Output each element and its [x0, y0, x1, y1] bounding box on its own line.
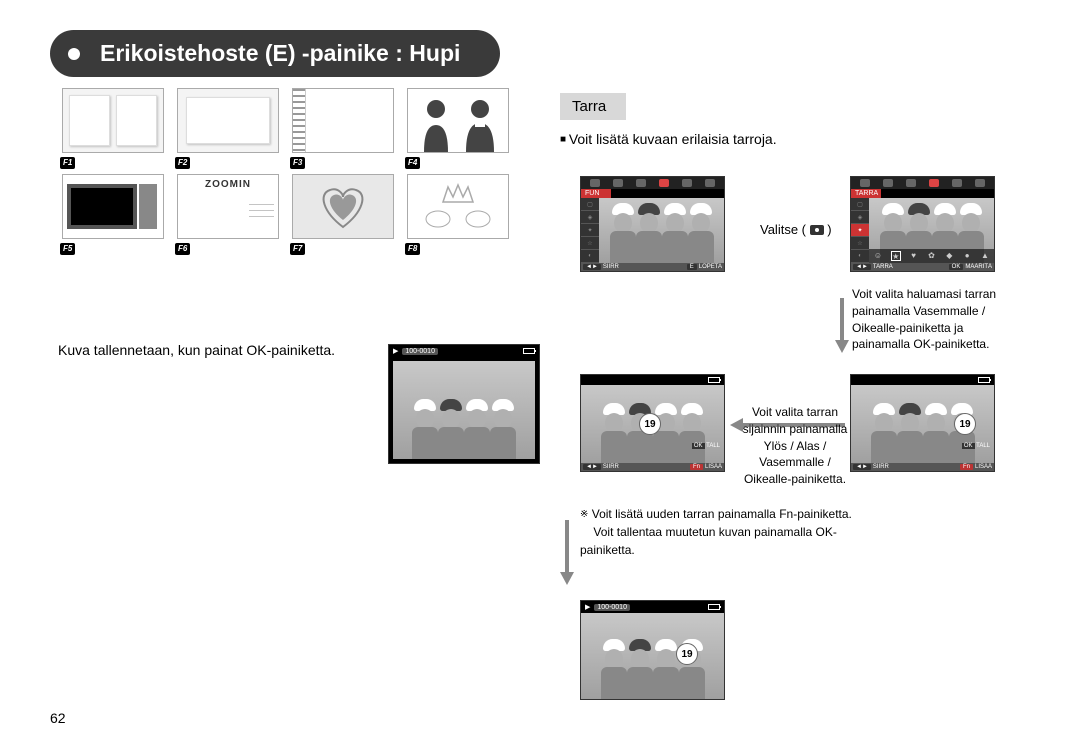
photo-thumbnail [393, 361, 535, 459]
section-header: Tarra [560, 93, 626, 120]
lopeta-label: LOPETA [699, 264, 722, 270]
frame-2-preview [177, 88, 279, 153]
save-description: Kuva tallennetaan, kun painat OK-painike… [58, 342, 335, 358]
battery-icon [708, 377, 720, 383]
instruction-2: Voit valita tarran sijainnin painamalla … [740, 404, 850, 488]
e-button: E [687, 264, 697, 270]
lisaa-label: LISÄÄ [705, 464, 722, 470]
instruction-3: ※ Voit lisätä uuden tarran painamalla Fn… [580, 505, 880, 559]
lisaa-label: LISÄÄ [975, 464, 992, 470]
frame-label: F2 [175, 157, 190, 169]
valitse-text: Valitse ( ) [760, 222, 832, 237]
siirr-label: SIIRR [603, 264, 619, 270]
nav-indicator: ◄► [853, 464, 871, 470]
arrow-down-icon [560, 520, 574, 585]
saved-preview: ▶ 100-0010 [388, 344, 540, 464]
instruction-1: Voit valita haluamasi tarran painamalla … [852, 286, 1022, 353]
page-title: Erikoistehoste (E) -painike : Hupi [50, 30, 500, 77]
play-icon: ▶ [393, 347, 398, 355]
frame-label: F4 [405, 157, 420, 169]
frame-7: F7 [288, 174, 398, 255]
frame-6: ZOOMIN ——————————————— F6 [173, 174, 283, 255]
fn-button: Fn [690, 464, 703, 470]
frame-1-preview [62, 88, 164, 153]
frame-3: F3 [288, 88, 398, 169]
frame-6-preview: ZOOMIN ——————————————— [177, 174, 279, 239]
battery-icon [708, 604, 720, 610]
siirr-label: SIIRR [873, 464, 889, 470]
tarra-tab: TARRA [851, 189, 881, 198]
frames-grid: F1 F2 F3 F4 F5 ZOOMIN ——————————————— F6 [58, 88, 513, 255]
frame-7-preview [292, 174, 394, 239]
frame-8-preview [407, 174, 509, 239]
frame-5-preview [62, 174, 164, 239]
camera-screen-final: ▶ 100-0010 19 [580, 600, 725, 700]
nav-indicator: ◄► [583, 264, 601, 270]
maarita-label: MÄÄRITÄ [965, 264, 992, 270]
battery-icon [523, 348, 535, 354]
file-counter: 100-0010 [594, 604, 630, 611]
battery-icon [978, 377, 990, 383]
frame-label: F1 [60, 157, 75, 169]
frame-4-preview [407, 88, 509, 153]
camera-screen-fun: FUN ▢◈✦☆◐ ◄► SIIRR E LOPETA [580, 176, 725, 272]
tarra-label: TARRA [873, 264, 893, 270]
fn-button: Fn [960, 464, 973, 470]
sticker-strip: ☺★♥✿◆●▲ [869, 249, 994, 263]
nav-indicator: ◄► [853, 264, 871, 270]
zoomin-logo: ZOOMIN [182, 179, 274, 190]
camera-screen-position: 19 OK TALL ◄► SIIRR Fn LISÄÄ [850, 374, 995, 472]
siirr-label: SIIRR [603, 464, 619, 470]
frame-4: F4 [403, 88, 513, 169]
frame-5: F5 [58, 174, 168, 255]
sticker-badge: 19 [639, 413, 661, 435]
frame-3-preview [292, 88, 394, 153]
arrow-down-icon [835, 298, 849, 353]
nav-indicator: ◄► [583, 464, 601, 470]
frame-2: F2 [173, 88, 283, 169]
ok-button: OK [949, 264, 964, 270]
sticker-badge: 19 [954, 413, 976, 435]
frame-label: F6 [175, 243, 190, 255]
camera-screen-moved: 19 OK TALL ◄► SIIRR Fn LISÄÄ [580, 374, 725, 472]
page-number: 62 [50, 710, 66, 726]
fun-tab: FUN [581, 189, 611, 198]
file-counter: 100-0010 [402, 348, 438, 355]
play-icon: ▶ [585, 603, 590, 611]
frame-label: F5 [60, 243, 75, 255]
frame-8: F8 [403, 174, 513, 255]
section-description: Voit lisätä kuvaan erilaisia tarroja. [560, 131, 777, 147]
frame-label: F3 [290, 157, 305, 169]
frame-label: F7 [290, 243, 305, 255]
camera-screen-tarra: TARRA ▢◈✦☆◐ ☺★♥✿◆●▲ ◄► TARRA OK MÄÄRITÄ [850, 176, 995, 272]
frame-label: F8 [405, 243, 420, 255]
sticker-badge: 19 [676, 643, 698, 665]
frame-1: F1 [58, 88, 168, 169]
